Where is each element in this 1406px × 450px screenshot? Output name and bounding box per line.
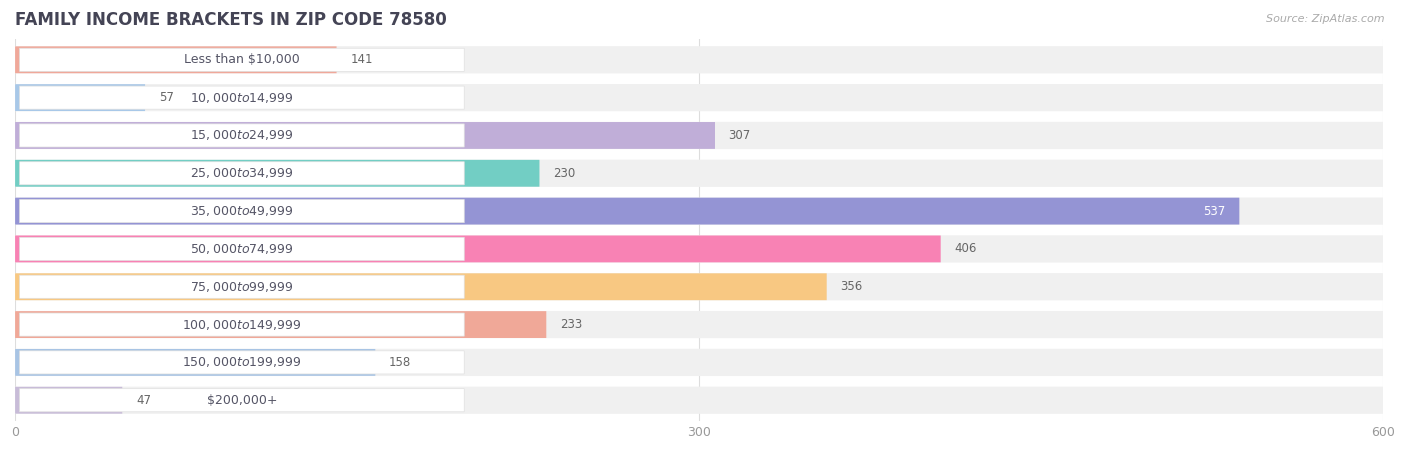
FancyBboxPatch shape bbox=[15, 46, 1384, 73]
Text: 57: 57 bbox=[159, 91, 173, 104]
Text: 230: 230 bbox=[553, 167, 575, 180]
FancyBboxPatch shape bbox=[15, 311, 547, 338]
Text: 47: 47 bbox=[136, 394, 150, 407]
Text: 233: 233 bbox=[560, 318, 582, 331]
Text: $35,000 to $49,999: $35,000 to $49,999 bbox=[190, 204, 294, 218]
FancyBboxPatch shape bbox=[20, 313, 464, 336]
FancyBboxPatch shape bbox=[15, 122, 716, 149]
FancyBboxPatch shape bbox=[20, 389, 464, 412]
FancyBboxPatch shape bbox=[15, 160, 540, 187]
FancyBboxPatch shape bbox=[20, 124, 464, 147]
Text: $150,000 to $199,999: $150,000 to $199,999 bbox=[183, 356, 302, 369]
Text: 356: 356 bbox=[841, 280, 863, 293]
Text: $15,000 to $24,999: $15,000 to $24,999 bbox=[190, 128, 294, 143]
Text: 307: 307 bbox=[728, 129, 751, 142]
FancyBboxPatch shape bbox=[15, 160, 1384, 187]
FancyBboxPatch shape bbox=[15, 311, 1384, 338]
FancyBboxPatch shape bbox=[15, 273, 827, 300]
FancyBboxPatch shape bbox=[15, 273, 1384, 300]
FancyBboxPatch shape bbox=[15, 349, 375, 376]
FancyBboxPatch shape bbox=[15, 84, 1384, 111]
FancyBboxPatch shape bbox=[20, 199, 464, 223]
Text: $50,000 to $74,999: $50,000 to $74,999 bbox=[190, 242, 294, 256]
FancyBboxPatch shape bbox=[15, 46, 336, 73]
Text: Source: ZipAtlas.com: Source: ZipAtlas.com bbox=[1267, 14, 1385, 23]
Text: $100,000 to $149,999: $100,000 to $149,999 bbox=[183, 318, 302, 332]
FancyBboxPatch shape bbox=[15, 198, 1239, 225]
FancyBboxPatch shape bbox=[20, 351, 464, 374]
Text: 158: 158 bbox=[389, 356, 411, 369]
Text: $10,000 to $14,999: $10,000 to $14,999 bbox=[190, 90, 294, 105]
Text: 141: 141 bbox=[350, 53, 373, 66]
Text: $200,000+: $200,000+ bbox=[207, 394, 277, 407]
FancyBboxPatch shape bbox=[20, 237, 464, 261]
FancyBboxPatch shape bbox=[15, 387, 1384, 414]
FancyBboxPatch shape bbox=[20, 275, 464, 298]
FancyBboxPatch shape bbox=[15, 122, 1384, 149]
FancyBboxPatch shape bbox=[15, 198, 1384, 225]
FancyBboxPatch shape bbox=[15, 235, 941, 262]
Text: Less than $10,000: Less than $10,000 bbox=[184, 53, 299, 66]
FancyBboxPatch shape bbox=[20, 86, 464, 109]
Text: 537: 537 bbox=[1204, 205, 1226, 218]
Text: 406: 406 bbox=[955, 243, 977, 256]
FancyBboxPatch shape bbox=[20, 162, 464, 185]
FancyBboxPatch shape bbox=[15, 84, 145, 111]
FancyBboxPatch shape bbox=[15, 235, 1384, 262]
Text: FAMILY INCOME BRACKETS IN ZIP CODE 78580: FAMILY INCOME BRACKETS IN ZIP CODE 78580 bbox=[15, 11, 447, 29]
FancyBboxPatch shape bbox=[15, 349, 1384, 376]
Text: $25,000 to $34,999: $25,000 to $34,999 bbox=[190, 166, 294, 180]
Text: $75,000 to $99,999: $75,000 to $99,999 bbox=[190, 280, 294, 294]
FancyBboxPatch shape bbox=[20, 48, 464, 72]
FancyBboxPatch shape bbox=[15, 387, 122, 414]
